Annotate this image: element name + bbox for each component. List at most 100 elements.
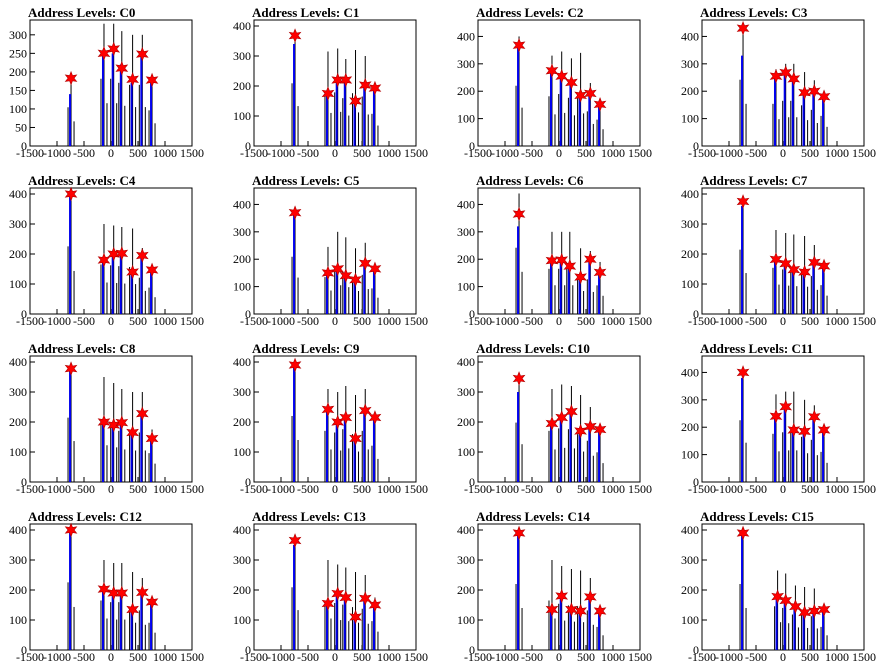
y-tick-label: 400 <box>681 187 699 201</box>
level-marker-star <box>368 410 382 425</box>
y-tick-label: 400 <box>457 355 475 369</box>
level-marker-star <box>126 602 139 617</box>
y-tick-label: 0 <box>21 643 27 657</box>
x-tick-label: -500 <box>745 650 767 664</box>
x-tick-label: 500 <box>129 482 147 496</box>
panel-4: Address Levels: C4 0 100 200 300 400 -1500 -100… <box>9 173 204 328</box>
level-marker-star <box>565 602 578 617</box>
x-tick-label: 1000 <box>153 146 177 160</box>
y-tick-label: 400 <box>681 29 699 43</box>
level-marker-star <box>145 72 159 88</box>
x-tick-label: 1500 <box>404 314 428 328</box>
x-tick-label: 0 <box>780 650 786 664</box>
y-tick-label: 200 <box>681 420 699 434</box>
x-tick-label: -1500 <box>688 314 716 328</box>
x-tick-label: 1500 <box>852 146 876 160</box>
x-tick-label: 0 <box>332 314 338 328</box>
level-marker-star <box>358 77 372 93</box>
level-marker-star <box>817 602 831 617</box>
level-marker-star <box>64 522 78 538</box>
y-tick-label: 400 <box>233 355 251 369</box>
level-marker-star <box>779 65 793 80</box>
x-tick-label: -1000 <box>491 314 519 328</box>
x-tick-label: -1000 <box>491 650 519 664</box>
level-marker-star <box>331 586 345 601</box>
level-marker-star <box>349 609 362 625</box>
x-tick-label: -500 <box>745 482 767 496</box>
y-tick-label: 400 <box>9 187 27 201</box>
y-tick-label: 200 <box>233 79 251 93</box>
x-tick-label: -1500 <box>464 482 492 496</box>
y-tick-label: 0 <box>693 139 699 153</box>
y-tick-label: 0 <box>245 475 251 489</box>
level-marker-star <box>817 89 831 105</box>
x-tick-label: 1500 <box>628 146 652 160</box>
x-tick-label: 1500 <box>852 650 876 664</box>
level-marker-star <box>789 599 802 614</box>
panel-title: Address Levels: C3 <box>700 5 808 20</box>
x-tick-label: 1500 <box>404 482 428 496</box>
y-tick-label: 0 <box>245 139 251 153</box>
level-marker-star <box>368 597 382 613</box>
x-tick-label: -500 <box>521 314 543 328</box>
x-tick-label: -500 <box>297 314 319 328</box>
x-tick-label: 1000 <box>825 146 849 160</box>
level-marker-star <box>798 264 811 280</box>
y-tick-label: 0 <box>21 307 27 321</box>
x-tick-label: 500 <box>129 314 147 328</box>
x-tick-label: -1500 <box>240 314 268 328</box>
level-marker-star <box>736 525 750 541</box>
level-marker-star <box>593 422 607 437</box>
y-tick-label: 200 <box>9 247 27 261</box>
panel-6: Address Levels: C6 0 100 200 300 400 -1500 -100… <box>457 173 652 328</box>
x-tick-label: 1000 <box>825 314 849 328</box>
x-tick-label: 500 <box>353 482 371 496</box>
y-tick-label: 300 <box>9 553 27 567</box>
level-marker-star <box>593 265 607 280</box>
panel-title: Address Levels: C1 <box>252 5 359 20</box>
level-marker-star <box>807 255 821 270</box>
level-marker-star <box>339 268 353 283</box>
level-marker-star <box>555 252 569 268</box>
y-tick-label: 200 <box>457 415 475 429</box>
level-marker-star <box>583 419 597 434</box>
y-tick-label: 300 <box>233 385 251 399</box>
level-marker-star <box>107 585 121 601</box>
x-tick-label: -1500 <box>688 482 716 496</box>
panel-2: Address Levels: C2 0 100 200 300 400 -1500 -100… <box>457 5 652 160</box>
level-marker-star <box>97 414 111 430</box>
panel-9: Address Levels: C9 0 100 200 300 400 -1500 -100… <box>233 341 428 496</box>
y-tick-label: 200 <box>233 415 251 429</box>
level-marker-star <box>358 591 372 606</box>
level-marker-star <box>97 252 111 268</box>
x-tick-label: -1000 <box>715 146 743 160</box>
y-tick-label: 100 <box>681 448 699 462</box>
panel-1: Address Levels: C1 0 100 200 300 400 -1500 -100… <box>233 5 428 160</box>
panel-title: Address Levels: C6 <box>476 173 584 188</box>
level-marker-star <box>97 46 111 61</box>
panel-title: Address Levels: C2 <box>476 5 583 20</box>
x-tick-label: 500 <box>801 146 819 160</box>
panel-title: Address Levels: C4 <box>28 173 136 188</box>
level-marker-star <box>583 251 597 267</box>
x-tick-label: 0 <box>556 482 562 496</box>
x-tick-label: -1500 <box>464 314 492 328</box>
x-tick-label: -500 <box>745 146 767 160</box>
level-marker-star <box>135 406 149 421</box>
level-marker-star <box>545 416 559 431</box>
level-marker-star <box>349 272 362 288</box>
x-tick-label: -1000 <box>491 482 519 496</box>
level-marker-star <box>736 194 750 209</box>
x-tick-label: 500 <box>577 146 595 160</box>
panel-3: Address Levels: C3 0 100 200 300 400 -1500 -100… <box>681 5 876 160</box>
x-tick-label: -1500 <box>688 146 716 160</box>
y-tick-label: 200 <box>457 84 475 98</box>
level-marker-star <box>565 404 578 419</box>
level-marker-star <box>817 258 831 274</box>
x-tick-label: 1500 <box>404 146 428 160</box>
y-tick-label: 50 <box>15 120 27 134</box>
panel-title: Address Levels: C10 <box>476 341 590 356</box>
level-marker-star <box>574 423 587 439</box>
x-tick-label: -500 <box>521 482 543 496</box>
